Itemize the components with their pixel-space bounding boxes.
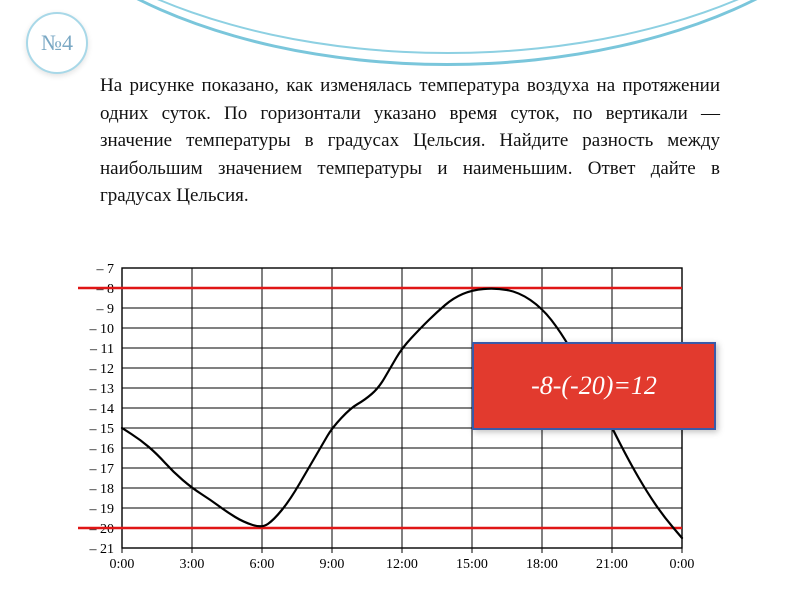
- svg-text:– 20: – 20: [89, 522, 115, 537]
- svg-text:– 12: – 12: [89, 362, 115, 377]
- svg-text:– 11: – 11: [89, 342, 114, 357]
- svg-text:– 7: – 7: [96, 262, 115, 277]
- svg-text:– 9: – 9: [96, 302, 115, 317]
- svg-text:– 15: – 15: [89, 422, 115, 437]
- answer-text: -8-(-20)=12: [531, 371, 657, 401]
- svg-text:21:00: 21:00: [596, 557, 628, 572]
- svg-text:– 21: – 21: [89, 542, 115, 557]
- svg-text:0:00: 0:00: [670, 557, 695, 572]
- svg-text:– 16: – 16: [89, 442, 115, 457]
- svg-text:9:00: 9:00: [320, 557, 345, 572]
- svg-text:– 8: – 8: [96, 282, 115, 297]
- svg-text:– 19: – 19: [89, 502, 115, 517]
- problem-text: На рисунке показано, как изменялась темп…: [100, 72, 720, 210]
- svg-text:– 13: – 13: [89, 382, 115, 397]
- svg-text:0:00: 0:00: [110, 557, 135, 572]
- svg-text:– 18: – 18: [89, 482, 115, 497]
- svg-text:– 17: – 17: [89, 462, 115, 477]
- svg-text:12:00: 12:00: [386, 557, 418, 572]
- svg-text:15:00: 15:00: [456, 557, 488, 572]
- svg-text:6:00: 6:00: [250, 557, 275, 572]
- problem-number: №4: [41, 30, 73, 56]
- problem-number-badge: №4: [26, 12, 88, 74]
- answer-box: -8-(-20)=12: [472, 342, 716, 430]
- svg-text:– 14: – 14: [89, 402, 115, 417]
- svg-text:18:00: 18:00: [526, 557, 558, 572]
- svg-text:3:00: 3:00: [180, 557, 205, 572]
- svg-text:– 10: – 10: [89, 322, 115, 337]
